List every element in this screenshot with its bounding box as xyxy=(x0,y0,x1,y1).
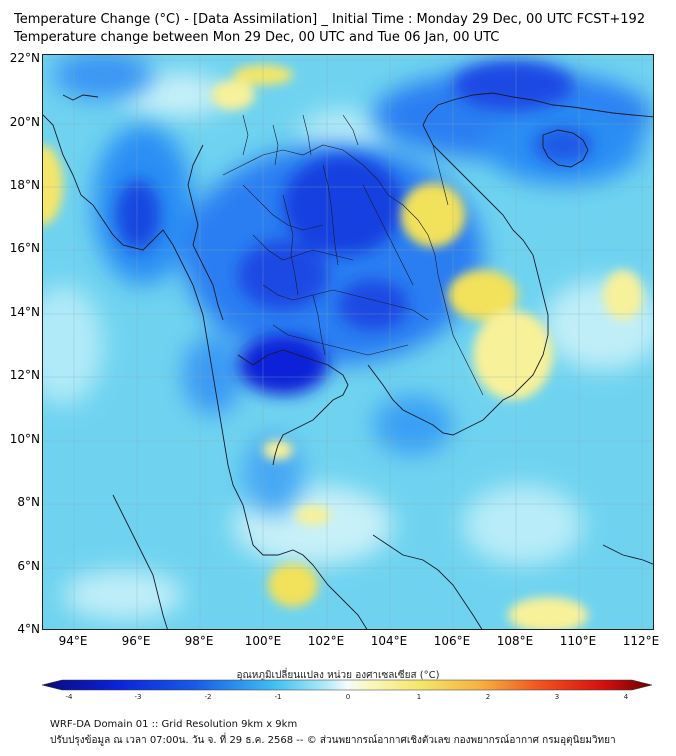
lat-label-16n: 16°N xyxy=(9,241,40,255)
lat-label-18n: 18°N xyxy=(9,178,40,192)
colorbar-tick: 4 xyxy=(623,693,629,701)
colorbar-tick: -1 xyxy=(274,693,282,701)
lon-label-98e: 98°E xyxy=(184,634,214,648)
colorbar-tick: 3 xyxy=(554,693,560,701)
lon-label-108e: 108°E xyxy=(496,634,534,648)
temperature-change-map[interactable] xyxy=(42,54,654,630)
coastlines xyxy=(43,92,653,629)
lat-label-12n: 12°N xyxy=(9,368,40,382)
colorbar-tick: 1 xyxy=(416,693,422,701)
lon-label-96e: 96°E xyxy=(121,634,151,648)
lon-label-106e: 106°E xyxy=(433,634,471,648)
lat-label-8n: 8°N xyxy=(17,495,40,509)
map-subtitle: Temperature change between Mon 29 Dec, 0… xyxy=(14,30,500,45)
colorbar-tick: -4 xyxy=(65,693,73,701)
lat-label-14n: 14°N xyxy=(9,305,40,319)
lat-label-4n: 4°N xyxy=(17,622,40,636)
colorbar-tick: 2 xyxy=(485,693,491,701)
lon-label-104e: 104°E xyxy=(370,634,408,648)
lat-label-20n: 20°N xyxy=(9,115,40,129)
map-canvas xyxy=(43,55,653,629)
colorbar xyxy=(41,679,653,691)
model-info: WRF-DA Domain 01 :: Grid Resolution 9km … xyxy=(50,719,298,730)
admin-boundaries xyxy=(222,114,484,396)
colorbar-tick: 0 xyxy=(345,693,351,701)
map-title: Temperature Change (°C) - [Data Assimila… xyxy=(14,12,646,27)
colorbar-tick: -2 xyxy=(204,693,212,701)
lat-label-22n: 22°N xyxy=(9,51,40,65)
warming-areas xyxy=(43,65,643,629)
lon-label-112e: 112°E xyxy=(622,634,660,648)
lat-label-10n: 10°N xyxy=(9,432,40,446)
lon-label-110e: 110°E xyxy=(559,634,597,648)
lon-label-100e: 100°E xyxy=(244,634,282,648)
lon-label-102e: 102°E xyxy=(307,634,345,648)
colorbar-title: อุณหภูมิเปลี่ยนแปลง หน่วย องศาเซลเซียส (… xyxy=(236,670,440,681)
lat-label-6n: 6°N xyxy=(17,559,40,573)
colorbar-gradient xyxy=(41,679,653,691)
lon-label-94e: 94°E xyxy=(58,634,88,648)
credit-line: ปรับปรุงข้อมูล ณ เวลา 07:00น. วัน จ. ที่… xyxy=(50,735,616,746)
colorbar-tick: -3 xyxy=(134,693,142,701)
strong-cooling-areas xyxy=(116,60,593,395)
